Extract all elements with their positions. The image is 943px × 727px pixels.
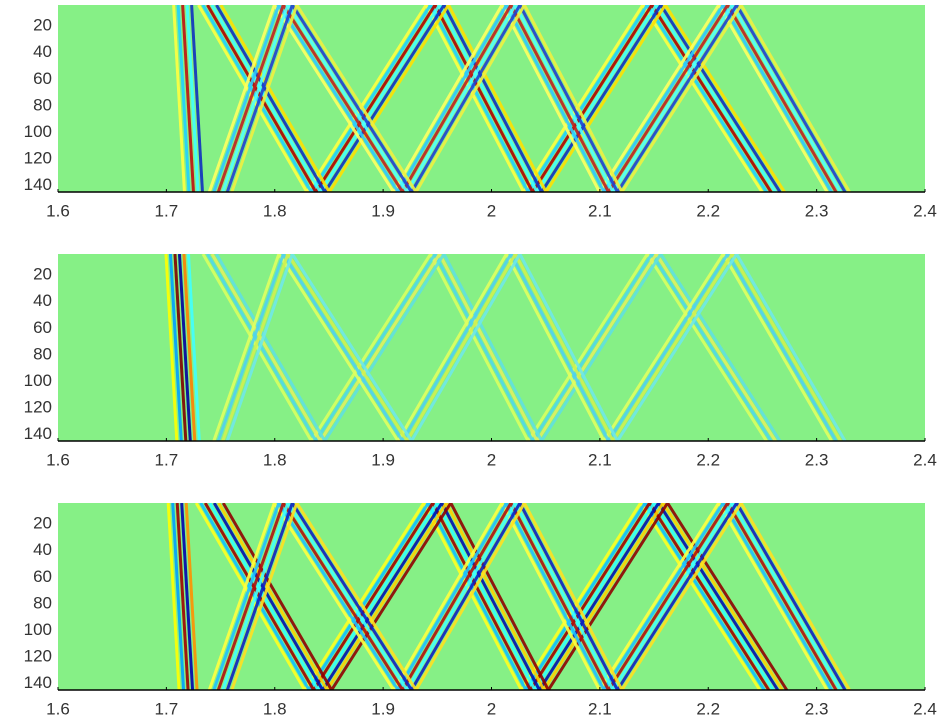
y-tick-label: 140 [24,673,52,692]
x-tick-label: 2.4 [913,450,937,469]
wave-stripe [210,254,777,441]
wavefield [166,503,851,690]
y-tick-label: 40 [33,540,52,559]
wave-stripe [182,254,197,441]
x-tick-label: 1.6 [46,699,70,718]
y-tick-label: 80 [33,95,52,114]
x-tick-label: 1.9 [371,201,395,220]
x-tick-label: 2 [487,201,496,220]
wave-stripe [208,503,775,690]
panel: 1.6 1.7 1.8 1.9 2 2.1 2.2 2.3 2.4 20 40 60 80 100 120 1… [24,254,937,469]
x-tick-label: 2.1 [588,699,612,718]
wave-stripe [217,503,784,690]
x-tick-label: 2.2 [696,450,720,469]
wave-stripe [199,503,766,690]
x-tick-label: 1.9 [371,699,395,718]
x-tick-label: 2.2 [696,201,720,220]
y-tick-label: 60 [33,567,52,586]
wave-stripe [175,503,190,690]
wavefield [172,5,851,192]
wave-stripe [171,503,186,690]
wave-stripe [172,5,186,192]
x-tick-label: 2 [487,699,496,718]
wave-stripe [185,5,200,192]
x-tick-label: 1.8 [263,201,287,220]
wave-stripe [215,254,782,441]
wavefield [164,254,847,441]
y-tick-label: 100 [24,620,52,639]
y-tick-label: 120 [24,646,52,665]
y-tick-label: 80 [33,344,52,363]
x-tick-label: 1.6 [46,201,70,220]
wave-stripe [219,5,786,192]
panel: 1.6 1.7 1.8 1.9 2 2.1 2.2 2.3 2.4 20 40 60 80 100 120 1… [24,5,937,220]
wave-stripe [190,5,204,192]
x-tick-label: 2.1 [588,201,612,220]
x-tick-label: 1.7 [155,201,179,220]
y-tick-label: 100 [24,122,52,141]
wave-stripe [197,5,764,192]
wave-stripe [184,503,199,690]
x-tick-label: 2 [487,450,496,469]
y-tick-label: 140 [24,175,52,194]
wave-stripe [173,254,188,441]
x-tick-label: 2.4 [913,699,937,718]
wave-stripe [166,503,181,690]
y-tick-label: 100 [24,371,52,390]
y-tick-label: 60 [33,69,52,88]
y-tick-label: 120 [24,148,52,167]
y-tick-label: 20 [33,16,52,35]
x-tick-label: 1.6 [46,450,70,469]
x-tick-label: 2.3 [805,450,829,469]
x-tick-label: 2.3 [805,201,829,220]
wave-stripe [180,503,195,690]
wave-stripe [186,254,201,441]
wave-stripe [215,5,782,192]
x-tick-label: 2.4 [913,201,937,220]
x-tick-label: 1.8 [263,699,287,718]
x-tick-label: 1.9 [371,450,395,469]
y-tick-label: 40 [33,291,52,310]
y-tick-label: 120 [24,397,52,416]
wave-stripe [206,254,773,441]
x-tick-label: 1.7 [155,450,179,469]
x-tick-label: 2.1 [588,450,612,469]
y-tick-label: 140 [24,424,52,443]
wave-stripe [177,254,192,441]
wave-stripe [221,503,789,690]
x-tick-label: 1.7 [155,699,179,718]
y-tick-label: 20 [33,514,52,533]
x-tick-label: 1.8 [263,450,287,469]
wave-stripe [203,503,771,690]
wave-stripe [206,5,773,192]
wave-stripe [176,5,191,192]
y-tick-label: 40 [33,42,52,61]
wave-stripe [212,503,780,690]
panel: 1.6 1.7 1.8 1.9 2 2.1 2.2 2.3 2.4 20 40 60 80 100 120 1… [24,503,937,718]
wave-stripe [201,254,768,441]
y-tick-label: 60 [33,318,52,337]
y-tick-label: 80 [33,593,52,612]
wave-stripe [168,254,183,441]
x-tick-label: 2.2 [696,699,720,718]
x-tick-label: 2.3 [805,699,829,718]
wave-stripe [194,503,762,690]
wave-stripe [181,5,195,192]
wave-stripe [210,5,777,192]
y-tick-label: 20 [33,265,52,284]
wave-stripe [201,5,768,192]
wave-stripe [164,254,179,441]
